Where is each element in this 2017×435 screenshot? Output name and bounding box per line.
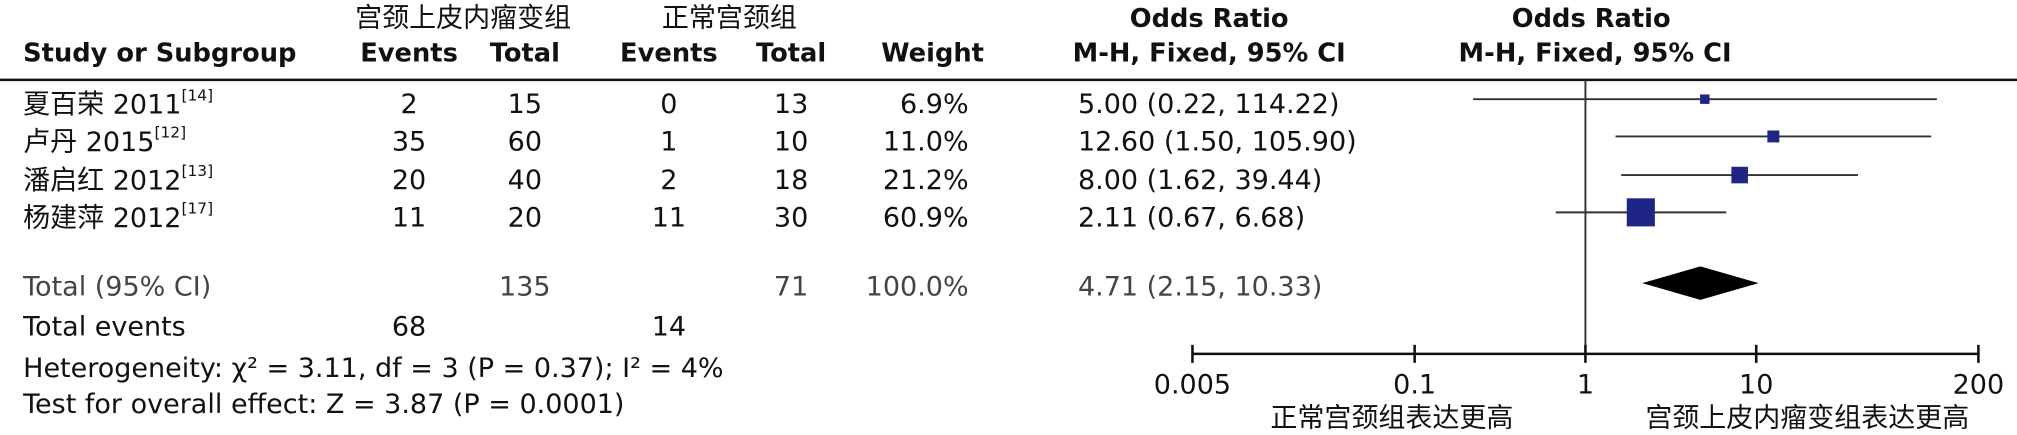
odds-ratio: 5.00 (0.22, 114.22) [1078,89,1340,120]
study-name: 杨建萍 2012[17] [23,199,213,233]
events2: 2 [660,165,677,196]
effect-header: Odds Ratio [1130,4,1289,34]
study-ref: [12] [154,123,186,141]
total-name: Total (95% CI) [22,272,211,303]
study-label: 卢丹 2015 [23,126,154,157]
total1-header: Total [490,39,560,69]
events2: 11 [652,202,686,233]
plot-method-header: M-H, Fixed, 95% CI [1459,39,1732,69]
effect-square [1700,94,1710,104]
x-label-left: 正常宫颈组表达更高 [1270,403,1513,434]
x-tick-label: 10 [1739,370,1773,401]
effect-square [1731,166,1748,184]
x-label-right: 宫颈上皮内瘤变组表达更高 [1645,403,1969,434]
study-label: 潘启红 2012 [23,165,181,196]
total2: 30 [774,202,808,233]
total-weight: 100.0% [866,272,969,303]
total2-header: Total [756,39,826,69]
total2: 10 [774,126,808,157]
study-ref: [13] [181,162,213,180]
events1: 2 [400,89,417,120]
x-tick-label: 0.1 [1393,370,1436,401]
total2: 13 [774,89,808,120]
study-name: 潘启红 2012[13] [23,162,213,196]
plot-effect-header: Odds Ratio [1512,4,1671,34]
study-ref: [17] [181,199,213,217]
odds-ratio: 8.00 (1.62, 39.44) [1078,165,1322,196]
weight: 21.2% [883,165,969,196]
events1: 20 [392,165,426,196]
events1: 11 [392,202,426,233]
weight: 11.0% [883,126,969,157]
weight-header: Weight [881,39,984,69]
overall-effect: Test for overall effect: Z = 3.87 (P = 0… [22,389,624,420]
study-name: 卢丹 2015[12] [23,123,186,157]
total-diamond [1642,266,1759,300]
total-total1: 135 [499,272,551,303]
study-header: Study or Subgroup [23,39,296,69]
study-name: 夏百荣 2011[14] [23,86,213,120]
events1: 35 [392,126,426,157]
odds-ratio: 12.60 (1.50, 105.90) [1078,126,1357,157]
total-events1: 68 [392,312,426,343]
total1: 40 [508,165,542,196]
x-tick-label: 1 [1577,370,1594,401]
total-events-name: Total events [22,312,186,343]
odds-ratio: 2.11 (0.67, 6.68) [1078,202,1305,233]
total-odds-ratio: 4.71 (2.15, 10.33) [1078,272,1322,303]
study-label: 夏百荣 2011 [23,89,181,120]
effect-square [1626,198,1655,227]
effect-square [1767,130,1780,143]
weight: 60.9% [883,202,969,233]
x-tick-label: 0.005 [1154,370,1231,401]
total1: 15 [508,89,542,120]
events2-header: Events [620,39,718,69]
total-events2: 14 [652,312,686,343]
events2: 0 [660,89,677,120]
study-label: 杨建萍 2012 [23,202,181,233]
study-ref: [14] [181,86,213,104]
total2: 18 [774,165,808,196]
group1-header: 宫颈上皮内瘤变组 [355,3,571,34]
total1: 20 [508,202,542,233]
method-header: M-H, Fixed, 95% CI [1073,39,1346,69]
x-tick-label: 200 [1953,370,2005,401]
total1: 60 [508,126,542,157]
events2: 1 [660,126,677,157]
group2-header: 正常宫颈组 [662,3,797,34]
total-total2: 71 [774,272,808,303]
events1-header: Events [360,39,458,69]
weight: 6.9% [900,89,969,120]
heterogeneity: Heterogeneity: χ² = 3.11, df = 3 (P = 0.… [23,353,723,384]
